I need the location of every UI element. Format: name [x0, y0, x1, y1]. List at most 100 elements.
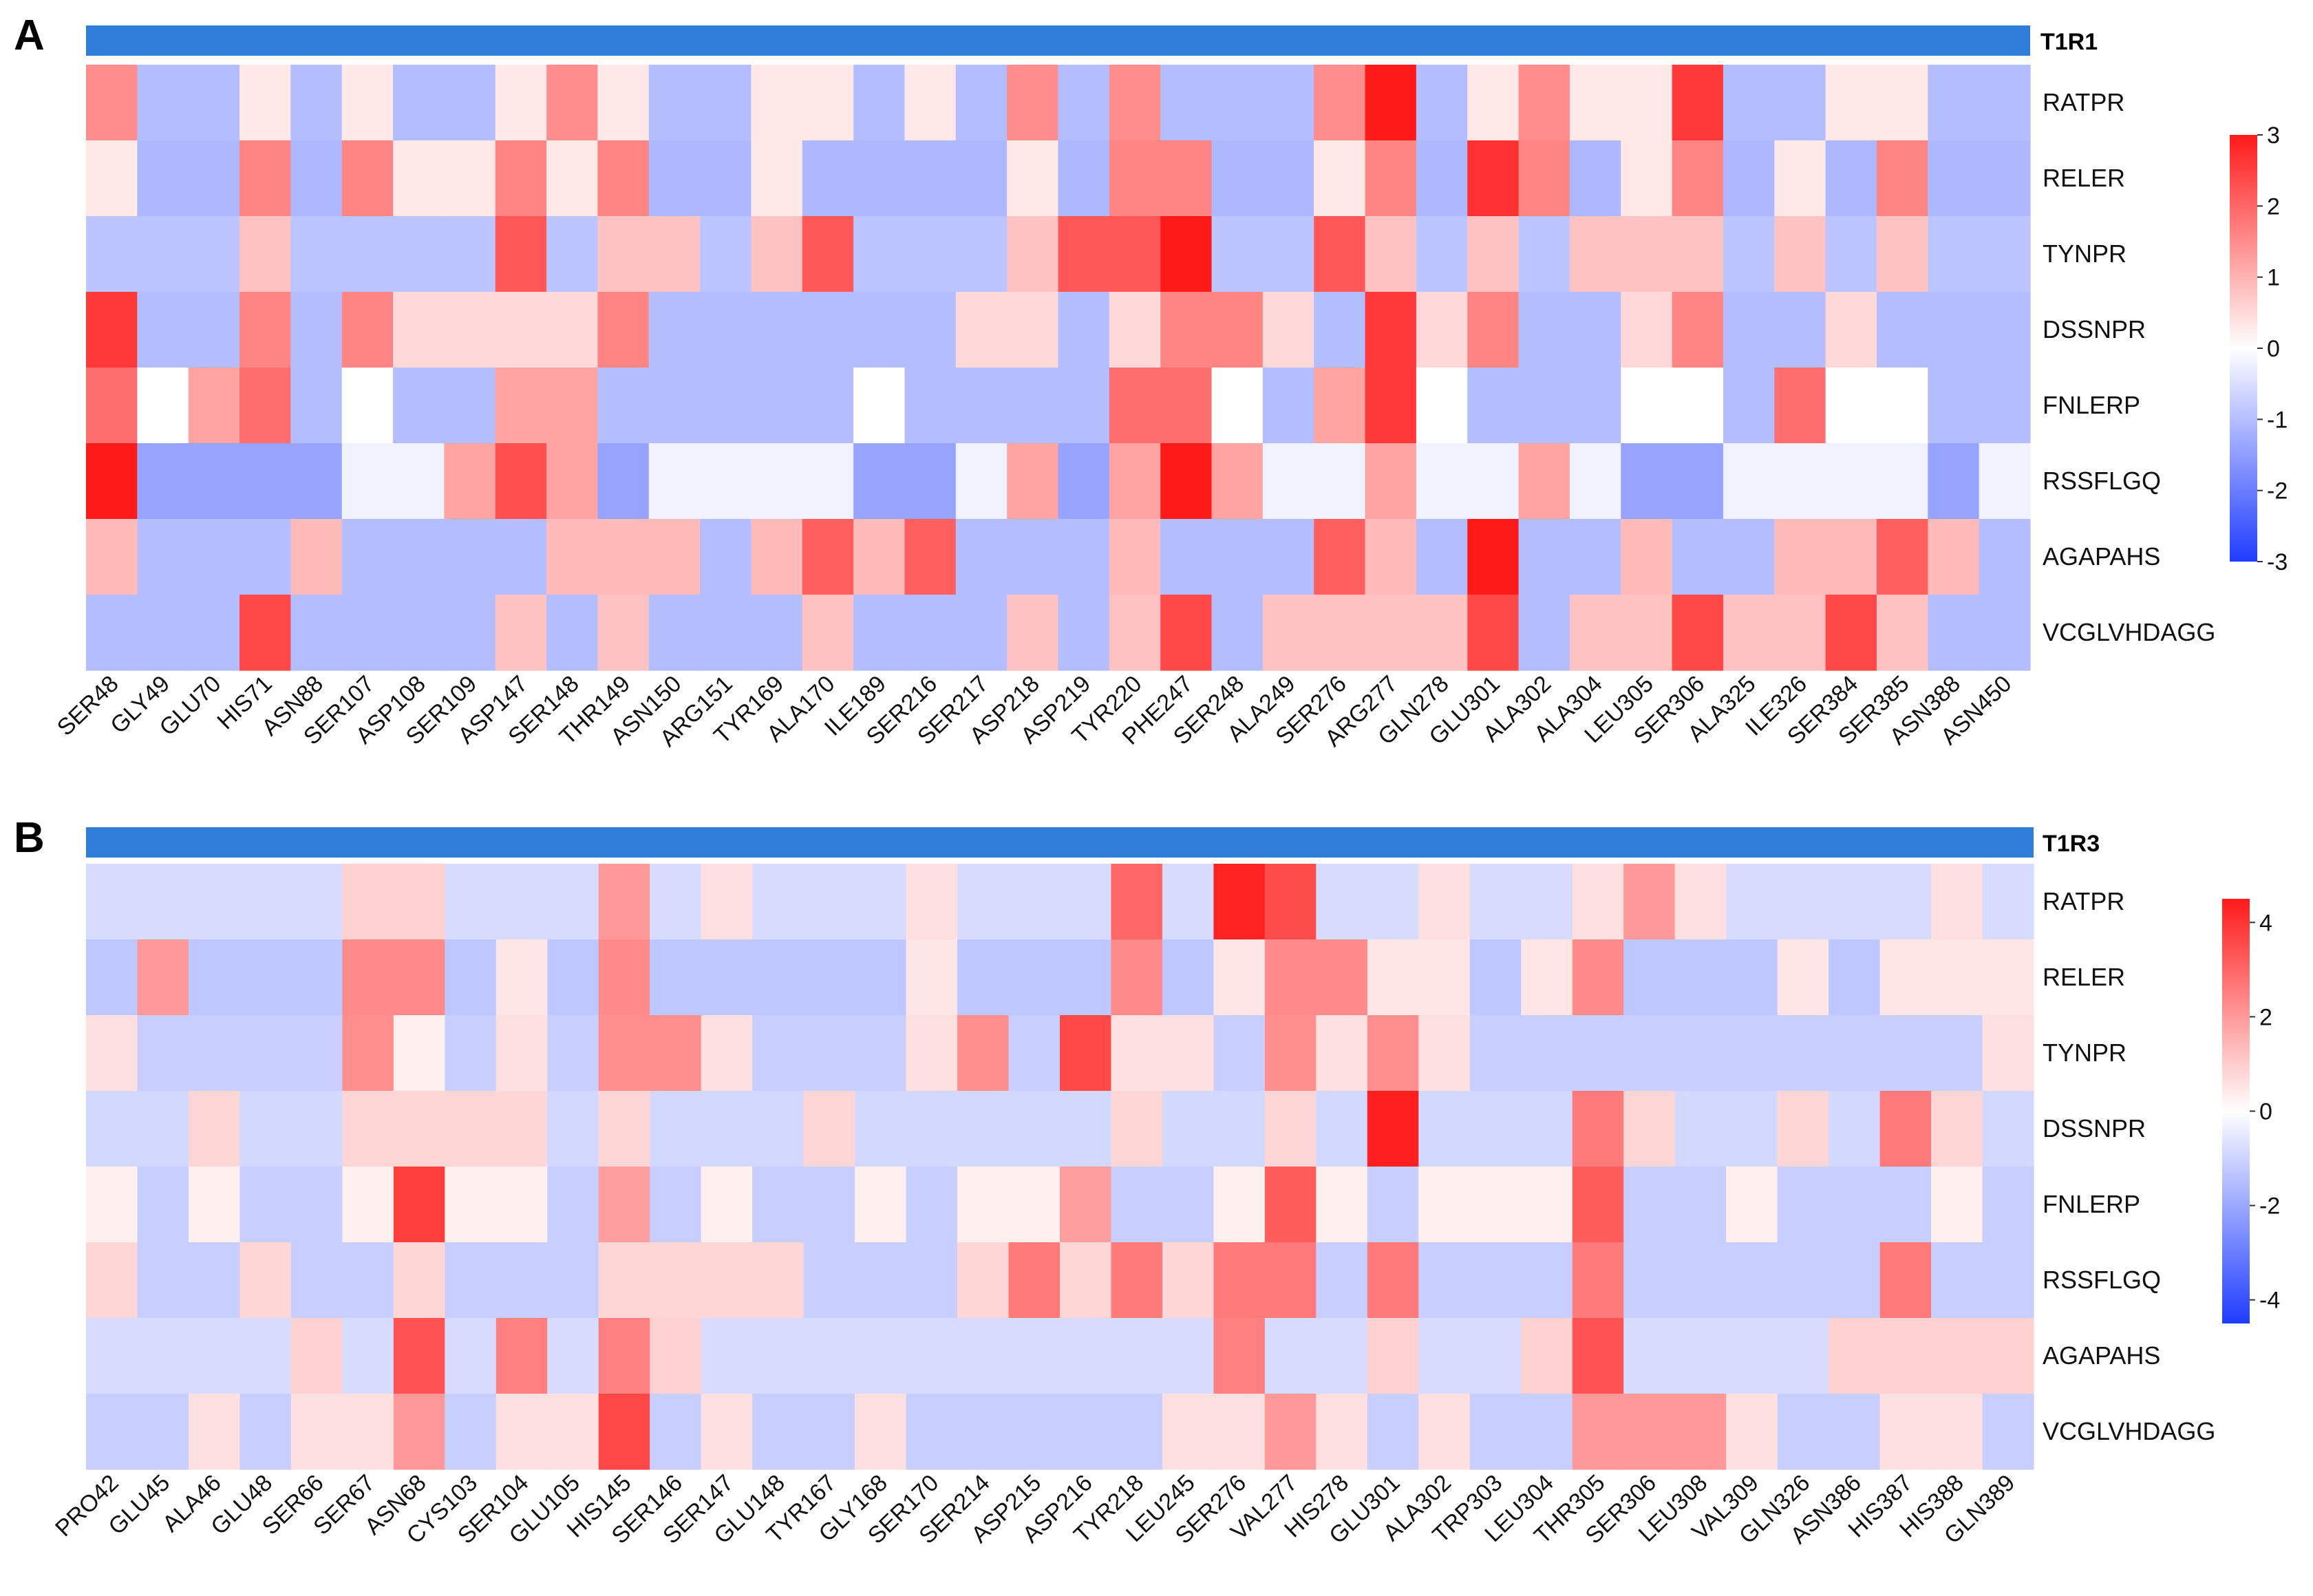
heatmap-cell-rssflgq-glu301 [1367, 1242, 1419, 1319]
heatmap-cell-tynpr-glu45 [137, 1015, 189, 1092]
heatmap-cell-dssnpr-ala325 [1723, 292, 1775, 368]
heatmap-cell-tynpr-ser109 [444, 216, 496, 292]
heatmap-cell-vcglvhdagg-tyr169 [751, 595, 803, 671]
heatmap-cell-rssflgq-cys103 [445, 1242, 497, 1319]
heatmap-cell-ratpr-ala302 [1418, 864, 1471, 940]
heatmap-cell-rssflgq-glu148 [752, 1242, 804, 1319]
heatmap-cell-agapahs-val277 [1264, 1318, 1317, 1394]
heatmap-cell-dssnpr-ala46 [188, 1091, 241, 1167]
heatmap-cell-agapahs-his388 [1931, 1318, 1983, 1394]
heatmap-cell-dssnpr-ala302 [1418, 1091, 1471, 1167]
heatmap-cell-dssnpr-glu70 [188, 292, 240, 368]
heatmap-cell-tynpr-trp303 [1469, 1015, 1522, 1092]
heatmap-cell-rssflgq-asn386 [1829, 1242, 1881, 1319]
heatmap-cell-ratpr-val309 [1726, 864, 1778, 940]
heatmap-cell-tynpr-asn450 [1979, 216, 2031, 292]
heatmap-cell-reler-ser276 [1213, 939, 1266, 1016]
heatmap-cell-fnlerp-pro42 [86, 1167, 138, 1243]
heatmap-cell-tynpr-val277 [1264, 1015, 1317, 1092]
row-label-ratpr: RATPR [2043, 88, 2124, 116]
heatmap-cell-ratpr-ser48 [86, 65, 138, 141]
heatmap-cell-vcglvhdagg-thr149 [597, 595, 650, 671]
heatmap-cell-tynpr-asp147 [495, 216, 547, 292]
heatmap-cell-agapahs-glu70 [188, 519, 240, 595]
heatmap-cell-vcglvhdagg-glu148 [752, 1394, 804, 1470]
heatmap-cell-ratpr-his388 [1931, 864, 1983, 940]
heatmap-cell-agapahs-ser216 [904, 519, 957, 595]
heatmap-cell-agapahs-asp219 [1058, 519, 1110, 595]
heatmap-cell-tynpr-ser248 [1211, 216, 1264, 292]
heatmap-cell-tynpr-ser148 [546, 216, 599, 292]
heatmap-cell-ratpr-tyr218 [1111, 864, 1163, 940]
heatmap-cell-rssflgq-ser385 [1876, 443, 1928, 520]
heatmap-cell-rssflgq-ala46 [188, 1242, 241, 1319]
heatmap-cell-dssnpr-cys103 [445, 1091, 497, 1167]
heatmap-cell-fnlerp-ser217 [955, 368, 1008, 444]
heatmap-cell-ratpr-asp108 [393, 65, 445, 141]
heatmap-cell-fnlerp-ser107 [341, 368, 394, 444]
heatmap-cell-dssnpr-asp215 [1008, 1091, 1060, 1167]
heatmap-cell-tynpr-ser217 [955, 216, 1008, 292]
heatmap-cell-rssflgq-val309 [1726, 1242, 1778, 1319]
heatmap-cell-ratpr-asn150 [648, 65, 701, 141]
heatmap-cell-ratpr-phe247 [1160, 65, 1213, 141]
heatmap-cell-reler-ser109 [444, 140, 496, 217]
heatmap-cell-tynpr-asn68 [393, 1015, 445, 1092]
heatmap-cell-dssnpr-ala302 [1518, 292, 1570, 368]
heatmap-cell-fnlerp-ala46 [188, 1167, 241, 1243]
heatmap-cell-reler-pro42 [86, 939, 138, 1016]
heatmap-cell-vcglvhdagg-gly168 [855, 1394, 907, 1470]
heatmap-cell-fnlerp-tyr220 [1109, 368, 1161, 444]
heatmap-cell-rssflgq-ser147 [701, 1242, 753, 1319]
heatmap-cell-vcglvhdagg-ser104 [495, 1394, 548, 1470]
heatmap-cell-agapahs-gln326 [1777, 1318, 1829, 1394]
heatmap-cell-reler-asp216 [1060, 939, 1112, 1016]
heatmap-cell-reler-ser306 [1672, 140, 1724, 217]
heatmap-cell-ratpr-asp215 [1008, 864, 1060, 940]
heatmap-cell-reler-glu301 [1467, 140, 1520, 217]
heatmap-cell-reler-ala304 [1569, 140, 1621, 217]
heatmap-cell-reler-val309 [1726, 939, 1778, 1016]
heatmap-cell-dssnpr-arg151 [700, 292, 752, 368]
heatmap-cell-vcglvhdagg-ser306 [1672, 595, 1724, 671]
heatmap-cell-tynpr-asp108 [393, 216, 445, 292]
colorbar-tick-label: -2 [2259, 1193, 2280, 1220]
heatmap-cell-agapahs-pro42 [86, 1318, 138, 1394]
heatmap-cell-reler-glu70 [188, 140, 240, 217]
heatmap-cell-tynpr-ser170 [906, 1015, 958, 1092]
heatmap-cell-dssnpr-tyr169 [751, 292, 803, 368]
row-label-reler: RELER [2043, 164, 2125, 192]
heatmap-cell-agapahs-thr149 [597, 519, 650, 595]
heatmap-cell-ratpr-ser385 [1876, 65, 1928, 141]
heatmap-cell-rssflgq-asn388 [1928, 443, 1980, 520]
heatmap-cell-reler-glu301 [1367, 939, 1419, 1016]
column-labels-t1r3: PRO42GLU45ALA46GLU48SER66SER67ASN68CYS10… [50, 1469, 2020, 1549]
heatmap-cell-fnlerp-ser385 [1876, 368, 1928, 444]
heatmap-cell-ratpr-arg277 [1365, 65, 1417, 141]
heatmap-cell-tynpr-ser67 [342, 1015, 394, 1092]
heatmap-cell-tynpr-ile189 [853, 216, 906, 292]
row-label-rssflgq: RSSFLGQ [2043, 1266, 2161, 1294]
heatmap-cell-tynpr-thr149 [597, 216, 650, 292]
heatmap-cell-rssflgq-ser306 [1672, 443, 1724, 520]
heatmap-cell-tynpr-asn388 [1928, 216, 1980, 292]
heatmap-cell-fnlerp-ser276 [1213, 1167, 1266, 1243]
heatmap-cell-vcglvhdagg-val277 [1264, 1394, 1317, 1470]
heatmap-cell-rssflgq-glu105 [547, 1242, 599, 1319]
heatmap-cell-rssflgq-ser248 [1211, 443, 1264, 520]
heatmap-cell-rssflgq-leu245 [1162, 1242, 1215, 1319]
heatmap-cell-ratpr-glu48 [239, 864, 292, 940]
heatmap-cell-tynpr-val309 [1726, 1015, 1778, 1092]
heatmap-cell-dssnpr-asn388 [1928, 292, 1980, 368]
heatmap-cell-agapahs-ser148 [546, 519, 599, 595]
heatmap-cell-reler-his145 [598, 939, 650, 1016]
heatmap-cell-ratpr-asp219 [1058, 65, 1110, 141]
heatmap-cell-dssnpr-leu308 [1674, 1091, 1727, 1167]
panel-letter-b: B [14, 814, 45, 862]
heatmap-cell-dssnpr-ser147 [701, 1091, 753, 1167]
heatmap-cell-ratpr-ser276 [1213, 864, 1266, 940]
heatmap-cell-rssflgq-ser148 [546, 443, 599, 520]
heatmap-cell-vcglvhdagg-tyr220 [1109, 595, 1161, 671]
heatmap-cell-fnlerp-val309 [1726, 1167, 1778, 1243]
heatmap-cell-tynpr-ala302 [1418, 1015, 1471, 1092]
